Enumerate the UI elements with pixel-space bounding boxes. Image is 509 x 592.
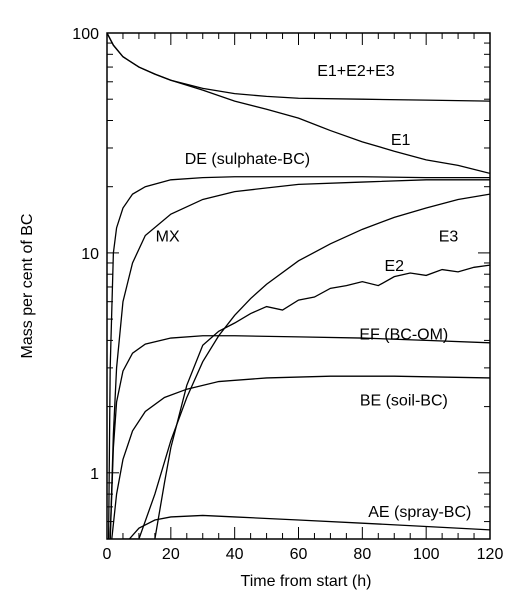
y-axis-title: Mass per cent of BC (19, 214, 36, 359)
series-label: DE (sulphate-BC) (185, 151, 310, 168)
series-line-e1 (107, 33, 490, 174)
series-line-ef-bc-om (109, 335, 490, 539)
series-line-mx (109, 179, 490, 539)
series-label: E2 (384, 258, 404, 275)
series-label: AE (spray-BC) (368, 504, 471, 521)
series-line-de-sulphate-bc (107, 176, 490, 539)
series-line-e3 (122, 193, 490, 539)
x-tick-label: 80 (353, 546, 371, 563)
x-tick-label: 0 (103, 546, 112, 563)
x-tick-label: 100 (413, 546, 440, 563)
y-tick-label: 100 (72, 26, 99, 43)
series-label: MX (156, 228, 180, 245)
series-lines (107, 33, 490, 539)
x-tick-label: 120 (477, 546, 504, 563)
series-line-be-soil-bc (111, 375, 490, 539)
x-tick-label: 40 (226, 546, 244, 563)
series-line-ae-spray-bc (128, 514, 490, 539)
series-label: E1 (391, 132, 411, 149)
series-label: BE (soil-BC) (360, 393, 448, 410)
x-tick-label: 20 (162, 546, 180, 563)
series-label: E3 (439, 228, 459, 245)
y-tick-label: 1 (90, 466, 99, 483)
series-label: EF (BC-OM) (359, 327, 448, 344)
x-axis-title: Time from start (h) (241, 573, 372, 590)
y-tick-label: 10 (81, 246, 99, 263)
series-labels: E1+E2+E3 E1 DE (sulphate-BC) MX E3 E2 EF (BC-O… (156, 63, 472, 521)
series-line-e2 (154, 264, 490, 539)
series-label: E1+E2+E3 (317, 63, 395, 80)
x-tick-label: 60 (290, 546, 308, 563)
